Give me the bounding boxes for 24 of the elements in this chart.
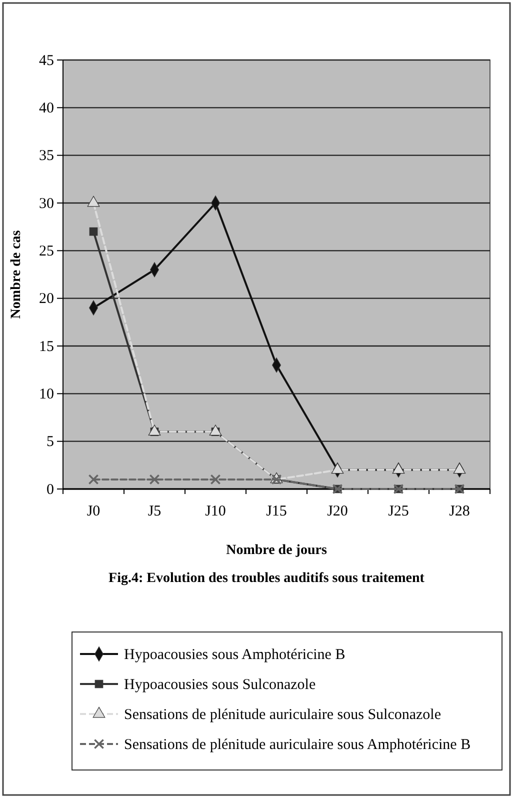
y-tick-label: 35 (39, 148, 54, 164)
x-tick-label: J10 (205, 504, 226, 520)
y-tick-label: 40 (39, 100, 54, 116)
y-tick-label: 30 (39, 196, 54, 212)
legend-label: Hypoacousies sous Sulconazole (124, 677, 316, 693)
x-tick-label: J0 (86, 504, 100, 520)
y-tick-label: 25 (39, 243, 54, 260)
x-tick-label: J5 (148, 504, 162, 520)
legend-label: Sensations de plénitude auriculaire sous Sulconazole (124, 707, 442, 723)
x-tick-label: J15 (266, 504, 287, 520)
legend-label: Sensations de plénitude auriculaire sous Amphotéricine B (124, 737, 471, 753)
y-tick-label: 45 (39, 52, 54, 69)
y-tick-label: 0 (46, 482, 54, 498)
x-axis-title: Nombre de jours (226, 543, 328, 558)
text: Fig.4: Evolution des troubles auditifs sous traitement (108, 571, 425, 586)
y-tick-label: 5 (46, 434, 54, 450)
y-tick-label: 10 (39, 386, 54, 402)
y-tick-label: 15 (39, 338, 54, 355)
y-tick-label: 20 (39, 291, 54, 308)
x-tick-label: J25 (388, 504, 409, 520)
x-tick-label: J28 (449, 504, 470, 520)
y-axis-title: Nombre de cas (9, 230, 24, 319)
x-tick-label: J20 (327, 504, 348, 520)
legend-label: Hypoacousies sous Amphotéricine B (124, 647, 346, 663)
